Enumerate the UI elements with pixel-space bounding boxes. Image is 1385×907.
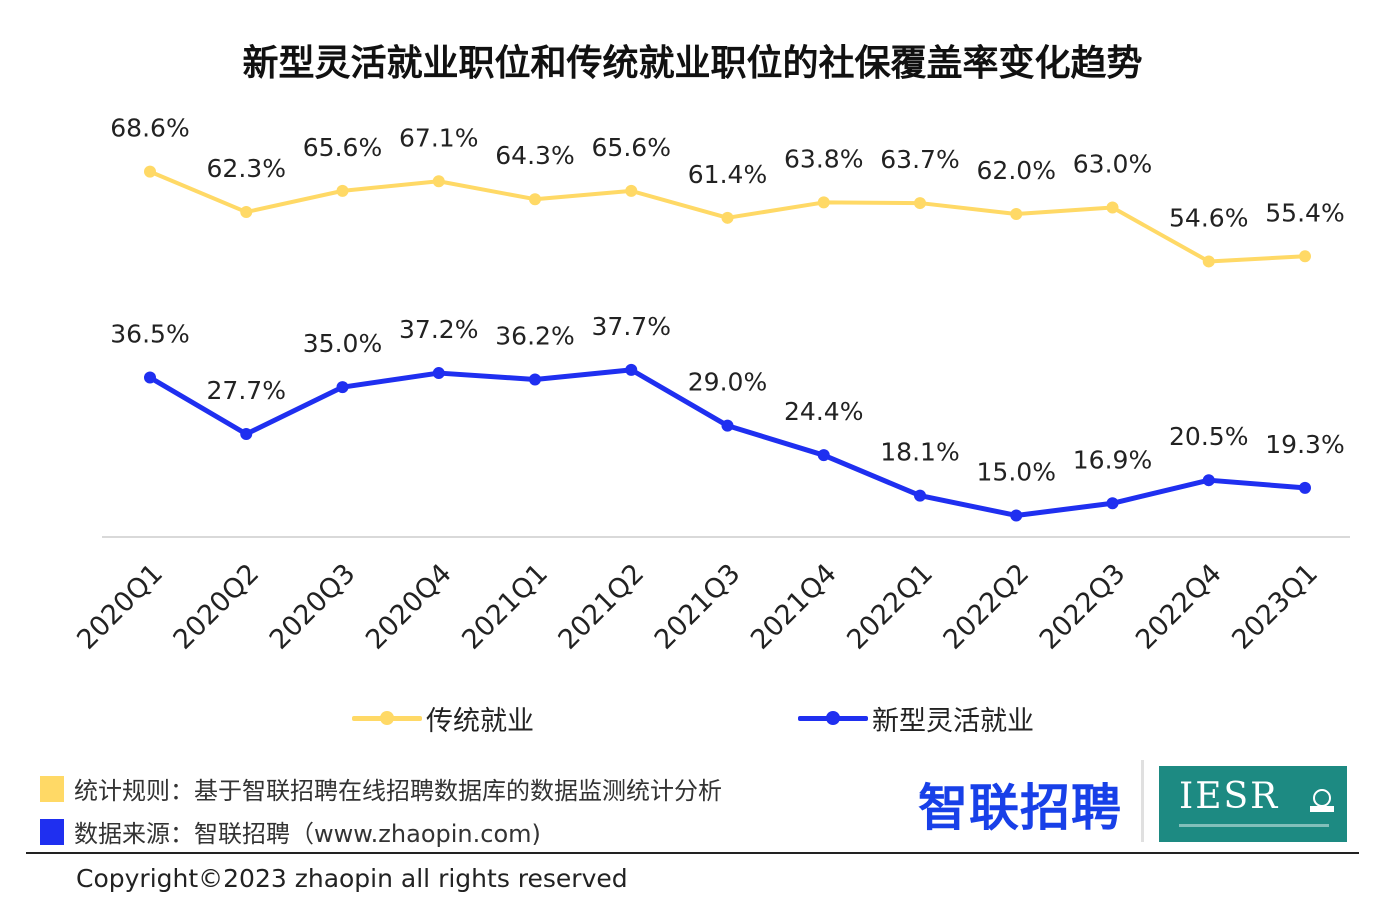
data-point [625,184,638,197]
iesr-logo: IESR [1159,766,1347,842]
legend-item-flexible: 新型灵活就业 [798,698,1034,738]
iesr-logo-text: IESR [1179,776,1280,817]
data-label: 64.3% [495,141,574,170]
data-point [1010,207,1023,220]
data-label: 35.0% [303,329,382,358]
data-point [1106,201,1119,214]
footer-divider [26,852,1359,854]
legend-item-traditional: 传统就业 [352,698,534,738]
data-label: 37.7% [592,312,671,341]
x-tick-label: 2022Q1 [841,558,939,656]
data-label: 62.0% [977,156,1056,185]
data-source-text: 数据来源：智联招聘（www.zhaopin.com) [74,820,541,848]
logo-divider [1141,760,1144,842]
data-point [817,196,830,209]
x-tick-label: 2023Q1 [1226,558,1324,656]
data-label: 15.0% [977,457,1056,486]
line-chart: 68.6% 62.3% 65.6% 67.1% 64.3% 65.6% 61.4% 63.8%… [71,114,1350,656]
legend-swatch-traditional [352,698,422,738]
data-point [1106,497,1119,510]
data-label: 29.0% [688,368,767,397]
data-point [721,419,734,432]
data-source-note: 数据来源：智联招聘（www.zhaopin.com) [40,814,541,849]
data-label: 61.4% [688,160,767,189]
data-point [144,371,156,384]
data-point [240,206,253,219]
data-source-swatch [40,818,64,845]
x-tick-label: 2022Q2 [938,558,1036,656]
x-tick-label: 2021Q2 [553,558,651,656]
data-label: 68.6% [110,114,189,143]
data-point [625,363,638,376]
data-point [336,381,349,394]
x-tick-label: 2020Q4 [360,558,458,656]
legend-label-traditional: 传统就业 [426,705,534,737]
data-point [1202,255,1215,268]
x-tick-label: 2021Q1 [456,558,554,656]
x-tick-labels: 2020Q12020Q22020Q32020Q42021Q12021Q22021… [71,558,1324,656]
data-label: 63.8% [784,144,863,173]
data-point [817,449,830,462]
x-tick-label: 2021Q4 [745,558,843,656]
data-point [1202,474,1215,487]
iesr-emblem-icon [1310,789,1334,812]
data-label: 36.5% [110,320,189,349]
x-tick-label: 2020Q2 [168,558,266,656]
data-label: 65.6% [303,133,382,162]
x-tick-label: 2022Q3 [1034,558,1132,656]
series-layer: 68.6% 62.3% 65.6% 67.1% 64.3% 65.6% 61.4% 63.8%… [110,114,1345,522]
x-tick-label: 2020Q1 [71,558,169,656]
data-point [1299,481,1311,494]
x-tick-label: 2022Q4 [1130,558,1228,656]
data-point [529,193,541,206]
data-point [1299,250,1311,263]
data-point [529,373,541,386]
stat-rule-text: 统计规则：基于智联招聘在线招聘数据库的数据监测统计分析 [74,777,722,805]
stat-rule-swatch [40,775,64,802]
data-label: 55.4% [1265,198,1344,227]
data-point [432,175,445,188]
data-label: 54.6% [1169,203,1248,232]
data-point [336,184,349,197]
copyright-text: Copyright©2023 zhaopin all rights reserv… [76,864,628,893]
data-point [1010,509,1023,522]
data-point [240,428,253,441]
data-label: 19.3% [1265,430,1344,459]
data-point [914,197,926,210]
data-label: 27.7% [207,376,286,405]
legend-label-flexible: 新型灵活就业 [872,705,1034,737]
legend-dot [826,711,840,725]
data-label: 67.1% [399,123,478,152]
data-point [144,165,156,178]
data-point [721,211,734,224]
data-label: 36.2% [495,321,574,350]
x-tick-label: 2021Q3 [649,558,747,656]
chart-title: 新型灵活就业职位和传统就业职位的社保覆盖率变化趋势 [242,43,1143,84]
data-label: 63.7% [880,145,959,174]
data-label: 65.6% [592,133,671,162]
data-label: 37.2% [399,315,478,344]
data-label: 63.0% [1073,150,1152,179]
data-label: 62.3% [207,154,286,183]
data-label: 20.5% [1169,422,1248,451]
data-label: 24.4% [784,397,863,426]
zhaopin-logo: 智联招聘 [918,779,1122,837]
legend-dot [380,711,394,725]
data-label: 18.1% [880,438,959,467]
data-label: 16.9% [1073,445,1152,474]
iesr-logo-subline [1179,824,1329,827]
x-tick-label: 2020Q3 [264,558,362,656]
legend-swatch-flexible [798,698,868,738]
stat-rule-note: 统计规则：基于智联招聘在线招聘数据库的数据监测统计分析 [40,771,722,806]
data-point [432,367,445,380]
data-point [914,489,926,502]
